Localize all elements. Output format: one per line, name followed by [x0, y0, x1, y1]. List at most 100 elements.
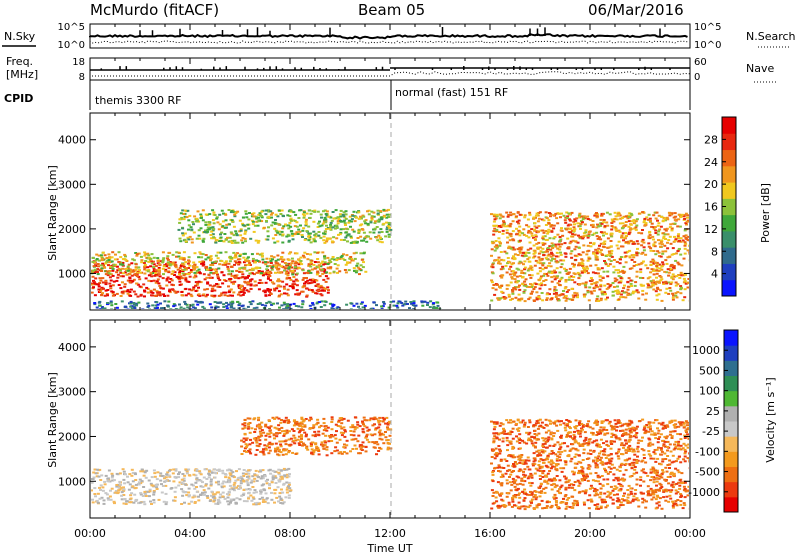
power-pixel [114, 303, 118, 305]
velocity-pixel [630, 475, 634, 477]
power-pixel [235, 252, 239, 255]
velocity-pixel [128, 483, 132, 486]
power-pixel [493, 249, 497, 252]
power-pixel [542, 219, 546, 222]
power-pixel [223, 261, 227, 264]
velocity-pixel [610, 436, 614, 438]
velocity-pixel [187, 487, 191, 490]
power-pixel [607, 258, 611, 261]
power-pixel [612, 259, 616, 261]
power-pixel [173, 274, 176, 276]
power-pixel [246, 283, 250, 286]
power-pixel [284, 272, 288, 275]
noise-search-trace [89, 40, 688, 44]
power-pixel [241, 289, 245, 292]
velocity-pixel [276, 448, 280, 451]
velocity-pixel [118, 480, 122, 483]
velocity-pixel [235, 497, 239, 500]
power-pixel [625, 291, 629, 294]
power-pixel [230, 232, 234, 235]
power-pixel [269, 262, 273, 264]
power-pixel [264, 281, 268, 284]
velocity-pixel [282, 449, 286, 452]
power-pixel [134, 293, 138, 296]
velocity-pixel [285, 481, 289, 484]
power-pixel [117, 284, 121, 286]
power-pixel [639, 268, 643, 271]
power-pixel [523, 268, 527, 271]
power-pixel [322, 278, 326, 281]
power-pixel [375, 236, 379, 239]
power-pixel [559, 251, 562, 254]
velocity-pixel [245, 500, 249, 503]
velocity-pixel [300, 425, 304, 428]
power-pixel [204, 229, 207, 232]
power-pixel [283, 269, 286, 272]
velocity-pixel [578, 420, 582, 423]
power-pixel [606, 254, 610, 257]
velocity-pixel [187, 502, 191, 505]
power-pixel [541, 235, 545, 238]
velocity-pixel [636, 499, 640, 502]
power-pixel [652, 288, 656, 291]
power-pixel [647, 235, 651, 238]
power-pixel [328, 259, 332, 262]
power-pixel [530, 232, 534, 235]
power-pixel [275, 222, 279, 225]
power-pixel [335, 224, 339, 227]
velocity-pixel [585, 473, 589, 476]
velocity-pixel [285, 431, 289, 434]
velocity-heatmap [91, 416, 689, 511]
velocity-pixel [297, 442, 301, 445]
velocity-pixel [264, 425, 268, 428]
power-pixel [650, 268, 654, 271]
velocity-pixel [363, 425, 367, 428]
power-pixel [610, 232, 614, 235]
power-pixel [511, 292, 515, 295]
power-pixel [349, 225, 352, 228]
power-pixel [610, 225, 614, 228]
power-pixel [676, 235, 680, 238]
power-pixel [302, 256, 306, 259]
power-pixel [201, 305, 205, 308]
power-pixel [645, 216, 649, 219]
power-pixel [615, 260, 619, 263]
velocity-pixel [111, 479, 115, 482]
power-pixel [626, 250, 630, 253]
velocity-pixel [493, 467, 496, 470]
power-pixel [201, 240, 205, 243]
velocity-pixel [178, 481, 182, 484]
velocity-pixel [205, 495, 209, 497]
power-pixel [111, 292, 115, 295]
power-pixel [304, 223, 308, 226]
power-pixel [298, 267, 302, 270]
power-pixel [666, 218, 670, 221]
power-pixel [290, 266, 293, 269]
velocity-pixel [323, 444, 327, 447]
power-pixel [117, 261, 121, 264]
power-pixel [144, 277, 148, 280]
velocity-pixel [282, 467, 286, 470]
velocity-pixel [373, 433, 377, 436]
velocity-pixel [686, 424, 689, 427]
power-pixel [550, 251, 553, 254]
power-pixel [224, 263, 228, 266]
power-pixel [524, 278, 528, 281]
power-pixel [502, 220, 505, 223]
power-pixel [664, 271, 668, 274]
power-pixel [576, 222, 580, 225]
power-pixel [626, 288, 630, 291]
power-pixel [380, 305, 384, 308]
power-pixel [616, 271, 620, 274]
velocity-pixel [259, 470, 263, 473]
velocity-pixel [352, 430, 356, 433]
power-pixel [314, 232, 318, 235]
velocity-pixel [340, 452, 344, 455]
velocity-pixel [137, 483, 141, 486]
power-pixel [170, 283, 174, 286]
power-pixel [510, 297, 514, 300]
power-pixel [664, 238, 667, 240]
power-pixel [133, 307, 137, 309]
velocity-pixel [194, 474, 198, 477]
power-pixel [679, 253, 683, 256]
